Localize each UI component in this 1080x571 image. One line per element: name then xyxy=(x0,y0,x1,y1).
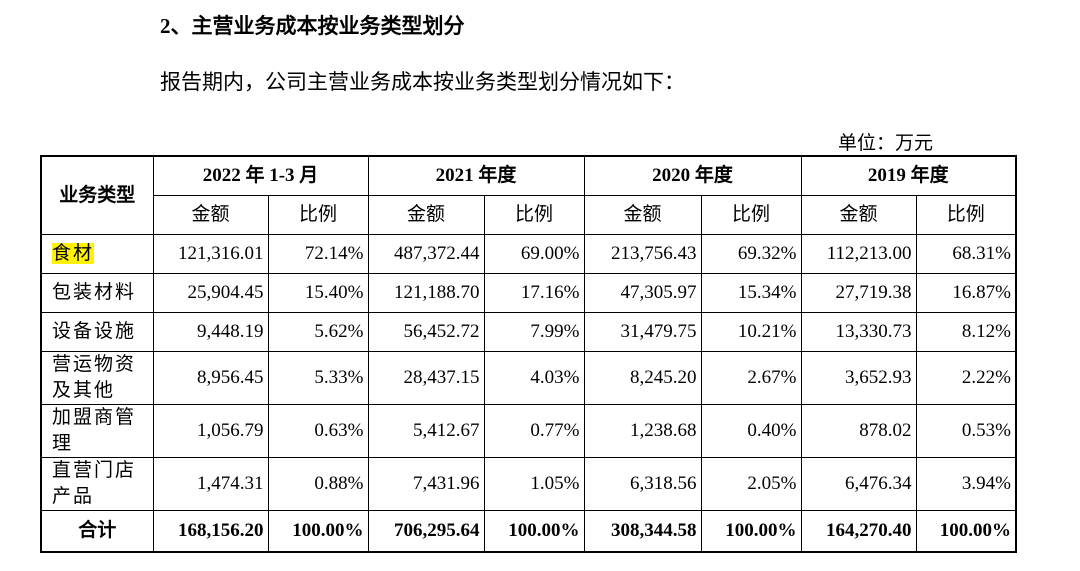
cell: 4.03% xyxy=(483,351,585,405)
cell: 69.00% xyxy=(483,234,585,274)
cell: 5.62% xyxy=(267,312,369,352)
category-label: 直营门店产品 xyxy=(52,460,137,507)
data-row: 食材 121,316.01 72.14% 487,372.44 69.00% 213,75… xyxy=(40,234,1017,274)
data-row: 直营门店产品 1,474.31 0.88% 7,431.96 1.05% 6,318.56… xyxy=(40,457,1017,511)
period-header: 2022 年 1-3 月 xyxy=(152,155,369,196)
total-label: 合计 xyxy=(40,510,154,553)
row-label: 直营门店产品 xyxy=(40,457,154,511)
sub-header: 比例 xyxy=(483,195,585,235)
cell: 1.05% xyxy=(483,457,585,511)
category-label: 食材 xyxy=(52,243,95,264)
cell: 69.32% xyxy=(700,234,802,274)
cell: 15.34% xyxy=(700,273,802,313)
cost-table: 业务类型 2022 年 1-3 月 2021 年度 2020 年度 2019 年度 金额比… xyxy=(40,155,1017,553)
cell: 0.88% xyxy=(267,457,369,511)
cell: 2.67% xyxy=(700,351,802,405)
total-cell: 308,344.58 xyxy=(583,510,702,553)
sub-header: 金额 xyxy=(583,195,702,235)
period-header: 2021 年度 xyxy=(367,155,585,196)
row-label: 食材 xyxy=(40,234,154,274)
cell: 9,448.19 xyxy=(152,312,269,352)
cell: 16.87% xyxy=(915,273,1017,313)
category-label: 营运物资及其他 xyxy=(52,354,137,401)
cell: 1,474.31 xyxy=(152,457,269,511)
intro-text: 报告期内，公司主营业务成本按业务类型划分情况如下： xyxy=(160,70,685,94)
total-cell: 100.00% xyxy=(483,510,585,553)
cell: 121,188.70 xyxy=(367,273,485,313)
cell: 6,318.56 xyxy=(583,457,702,511)
row-label: 加盟商管理 xyxy=(40,404,154,458)
cell: 13,330.73 xyxy=(800,312,917,352)
total-cell: 100.00% xyxy=(267,510,369,553)
subheader-row: 金额 比例 金额 比例 金额 比例 金额 比例 xyxy=(41,195,1017,235)
category-label: 包装材料 xyxy=(52,282,137,303)
data-row: 设备设施 9,448.19 5.62% 56,452.72 7.99% 31,479.75… xyxy=(40,312,1017,352)
cell: 487,372.44 xyxy=(367,234,485,274)
cell: 6,476.34 xyxy=(800,457,917,511)
cell: 56,452.72 xyxy=(367,312,485,352)
total-cell: 100.00% xyxy=(915,510,1017,553)
period-header: 2020 年度 xyxy=(583,155,802,196)
cell: 31,479.75 xyxy=(583,312,702,352)
total-cell: 706,295.64 xyxy=(367,510,485,553)
cell: 213,756.43 xyxy=(583,234,702,274)
category-label: 设备设施 xyxy=(52,321,137,342)
cell: 112,213.00 xyxy=(800,234,917,274)
section-heading: 2、主营业务成本按业务类型划分 xyxy=(160,14,465,38)
category-label: 加盟商管理 xyxy=(52,407,137,454)
row-label: 营运物资及其他 xyxy=(40,351,154,405)
total-cell: 168,156.20 xyxy=(152,510,269,553)
sub-header: 金额 xyxy=(367,195,485,235)
cell: 3,652.93 xyxy=(800,351,917,405)
cell: 878.02 xyxy=(800,404,917,458)
cell: 0.53% xyxy=(915,404,1017,458)
total-cell: 100.00% xyxy=(700,510,802,553)
cell: 2.05% xyxy=(700,457,802,511)
row-label: 包装材料 xyxy=(40,273,154,313)
cell: 3.94% xyxy=(915,457,1017,511)
cell: 0.63% xyxy=(267,404,369,458)
data-row: 加盟商管理 1,056.79 0.63% 5,412.67 0.77% 1,238.68 0… xyxy=(40,404,1017,458)
sub-header: 比例 xyxy=(267,195,369,235)
cell: 8,956.45 xyxy=(152,351,269,405)
cell: 17.16% xyxy=(483,273,585,313)
cell: 2.22% xyxy=(915,351,1017,405)
cell: 47,305.97 xyxy=(583,273,702,313)
cell: 8.12% xyxy=(915,312,1017,352)
unit-note: 单位：万元 xyxy=(838,133,934,154)
cell: 0.77% xyxy=(483,404,585,458)
total-cell: 164,270.40 xyxy=(800,510,917,553)
cell: 5,412.67 xyxy=(367,404,485,458)
cell: 72.14% xyxy=(267,234,369,274)
sub-header: 金额 xyxy=(800,195,917,235)
cell: 7,431.96 xyxy=(367,457,485,511)
sub-header: 比例 xyxy=(700,195,802,235)
data-row: 包装材料 25,904.45 15.40% 121,188.70 17.16% 47,30… xyxy=(40,273,1017,313)
sub-header: 金额 xyxy=(152,195,269,235)
cell: 68.31% xyxy=(915,234,1017,274)
cell: 10.21% xyxy=(700,312,802,352)
period-header: 2019 年度 xyxy=(800,155,1017,196)
row-label: 设备设施 xyxy=(40,312,154,352)
cell: 28,437.15 xyxy=(367,351,485,405)
sub-header: 比例 xyxy=(915,195,1017,235)
cell: 121,316.01 xyxy=(152,234,269,274)
header-row: 业务类型 2022 年 1-3 月 2021 年度 2020 年度 2019 年度 xyxy=(40,155,1017,235)
cell: 1,238.68 xyxy=(583,404,702,458)
cell: 0.40% xyxy=(700,404,802,458)
data-row: 营运物资及其他 8,956.45 5.33% 28,437.15 4.03% 8,245.… xyxy=(40,351,1017,405)
cell: 5.33% xyxy=(267,351,369,405)
total-row: 合计 168,156.20 100.00% 706,295.64 100.00% 308,… xyxy=(40,510,1017,553)
cell: 25,904.45 xyxy=(152,273,269,313)
cell: 1,056.79 xyxy=(152,404,269,458)
cell: 8,245.20 xyxy=(583,351,702,405)
cell: 15.40% xyxy=(267,273,369,313)
cell: 7.99% xyxy=(483,312,585,352)
corner-header: 业务类型 xyxy=(40,155,154,235)
cell: 27,719.38 xyxy=(800,273,917,313)
